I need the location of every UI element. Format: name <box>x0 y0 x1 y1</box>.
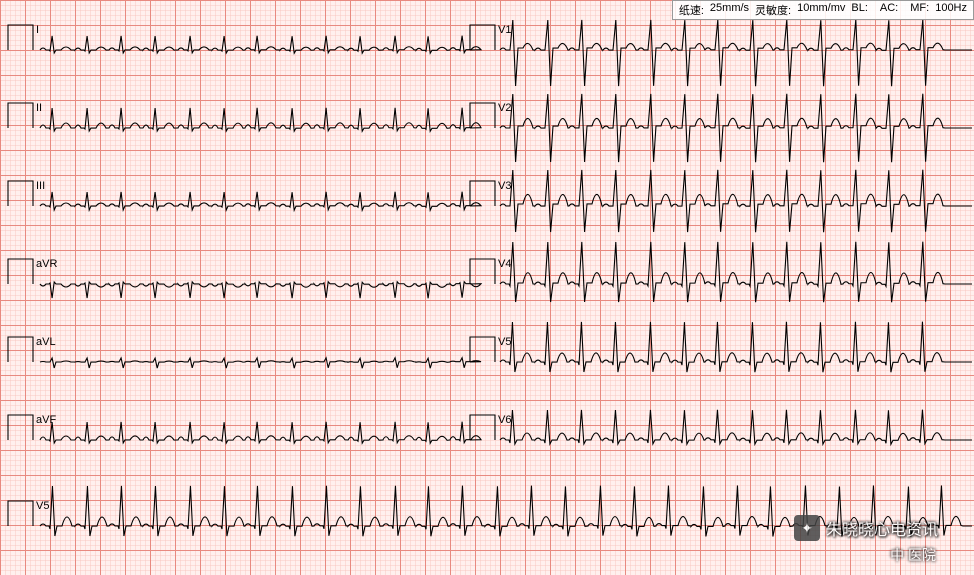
watermark-text: 朱晓晓心电资讯 <box>826 516 938 540</box>
sensitivity-label: 灵敏度: <box>755 2 791 18</box>
calibration-pulse-V1 <box>470 25 495 50</box>
ac-label: AC: <box>880 2 898 18</box>
lead-label-V1: V1 <box>498 24 511 36</box>
watermark: ✦ 朱晓晓心电资讯 <box>794 515 938 541</box>
lead-label-aVR: aVR <box>36 258 57 270</box>
ecg-trace-V3 <box>500 170 972 233</box>
calibration-pulse-V5 <box>470 337 495 362</box>
lead-label-V4: V4 <box>498 258 511 270</box>
bl-label: BL: <box>851 2 868 18</box>
mf-label: MF: <box>910 2 929 18</box>
lead-label-III: III <box>36 180 45 192</box>
calibration-pulse-V3 <box>470 181 495 206</box>
ecg-trace-II <box>40 108 481 132</box>
calibration-pulse-II <box>8 103 33 128</box>
lead-label-aVF: aVF <box>36 414 56 426</box>
ecg-screenshot: 纸速: 25mm/s 灵敏度: 10mm/mv BL: AC: MF: 100H… <box>0 0 974 575</box>
lead-label-V2: V2 <box>498 102 511 114</box>
ecg-trace-aVR <box>40 282 481 299</box>
calibration-pulse-V4 <box>470 259 495 284</box>
ecg-header-bar: 纸速: 25mm/s 灵敏度: 10mm/mv BL: AC: MF: 100H… <box>672 0 974 20</box>
calibration-pulse-V5r <box>8 501 33 526</box>
lead-label-I: I <box>36 24 39 36</box>
calibration-pulse-III <box>8 181 33 206</box>
ecg-trace-V2 <box>500 94 972 163</box>
calibration-pulse-aVR <box>8 259 33 284</box>
ecg-trace-V1 <box>500 20 972 87</box>
ecg-trace-I <box>40 36 481 54</box>
ecg-trace-III <box>40 192 481 211</box>
ecg-trace-V5 <box>500 322 972 373</box>
mf-value: 100Hz <box>935 2 967 18</box>
paper-speed-label: 纸速: <box>679 2 704 18</box>
paper-speed-value: 25mm/s <box>710 2 749 18</box>
sensitivity-value: 10mm/mv <box>797 2 845 18</box>
ecg-trace-aVL <box>40 358 481 369</box>
calibration-pulse-aVF <box>8 415 33 440</box>
lead-label-V5: V5 <box>498 336 511 348</box>
watermark-text-2: 中 医院 <box>890 545 936 565</box>
ecg-trace-V4 <box>500 242 972 303</box>
lead-label-aVL: aVL <box>36 336 56 348</box>
ecg-trace-aVF <box>40 422 481 444</box>
lead-label-V6: V6 <box>498 414 511 426</box>
lead-label-II: II <box>36 102 42 114</box>
calibration-pulse-I <box>8 25 33 50</box>
lead-label-V3: V3 <box>498 180 511 192</box>
calibration-pulse-aVL <box>8 337 33 362</box>
ecg-trace-V6 <box>500 410 972 445</box>
wechat-icon: ✦ <box>794 515 820 541</box>
ecg-trace-svg <box>0 0 974 575</box>
lead-label-V5r: V5 <box>36 500 49 512</box>
